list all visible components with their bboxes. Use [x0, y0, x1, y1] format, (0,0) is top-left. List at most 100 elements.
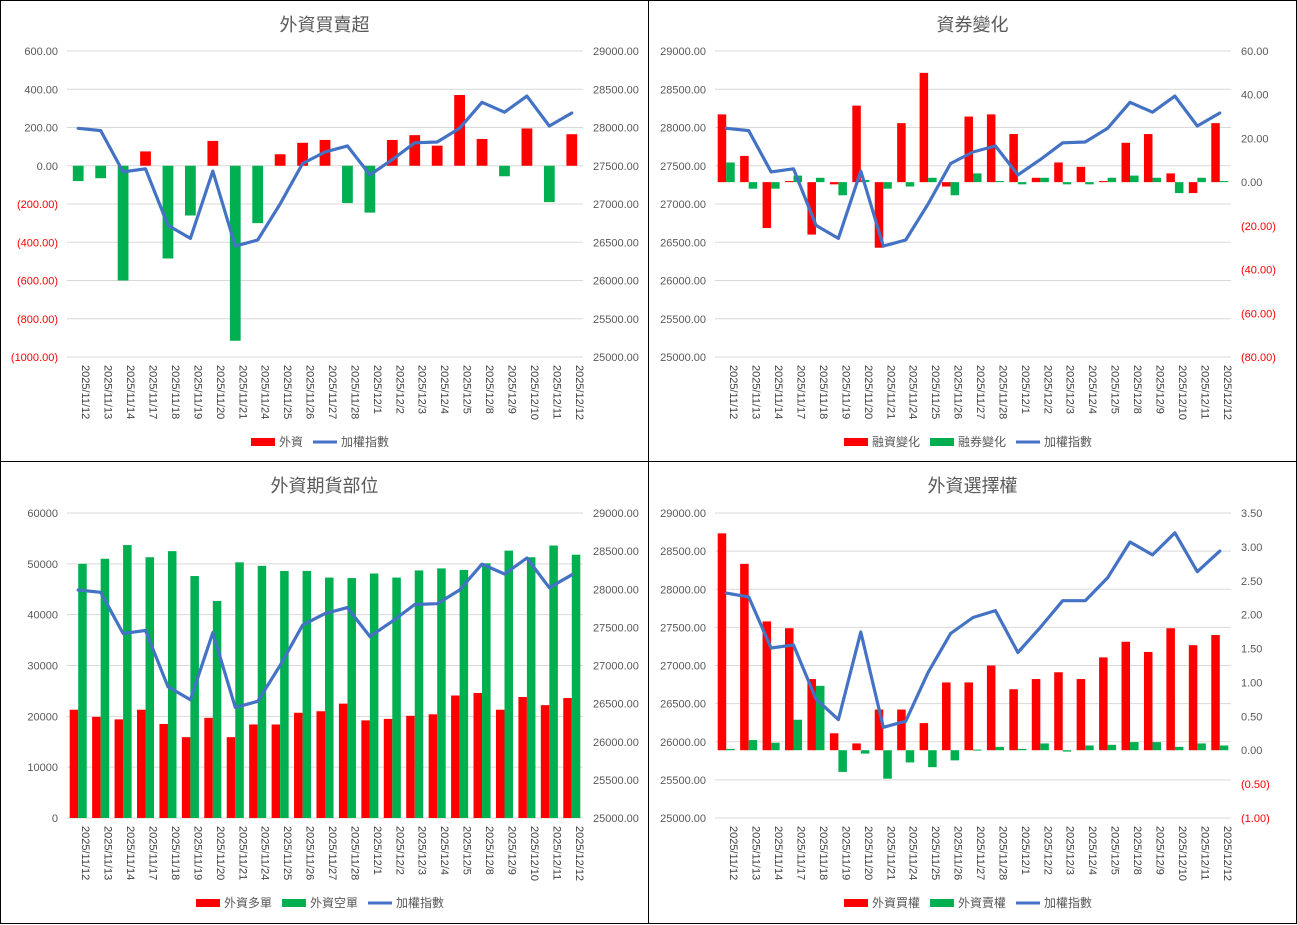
- bar-外資: [252, 165, 264, 224]
- category-label: 2025/12/9: [505, 365, 517, 414]
- category-label: 2025/11/20: [214, 365, 226, 419]
- chart-panel-foreign-futures: 外資期貨部位 0 10000 20000 30000 40000 50000 60000 25…: [0, 461, 649, 924]
- category-label: 2025/12/8: [483, 365, 495, 414]
- chart-panel-margin-short: 資券變化 25000.00 25500.00 26000.00 26500.00 270…: [648, 0, 1297, 462]
- bar-融資變化: [807, 182, 816, 235]
- category-label: 2025/11/21: [236, 365, 248, 419]
- bar-外資多單: [226, 737, 236, 818]
- left-axis-tick-label: 600.00: [24, 46, 58, 58]
- bar-外資買權: [829, 733, 839, 751]
- legend-label: 加權指數: [341, 434, 389, 449]
- category-label: 2025/12/1: [371, 365, 383, 414]
- bar-外資空單: [347, 578, 356, 818]
- category-label: 2025/11/28: [996, 365, 1008, 419]
- bar-外資空單: [212, 600, 222, 818]
- bar-外資空單: [459, 569, 469, 818]
- bar-外資賣權: [748, 740, 758, 751]
- left-axis-tick-label: 30000: [27, 661, 58, 673]
- bar-外資: [95, 165, 107, 179]
- legend-swatch-bar: [282, 899, 306, 907]
- right-axis-tick-label: (0.50): [1241, 779, 1270, 791]
- right-axis-tick-label: 26000.00: [593, 276, 639, 288]
- bar-融券變化: [726, 162, 735, 183]
- left-axis-tick-label: 0: [52, 813, 58, 825]
- bar-融資變化: [919, 72, 929, 183]
- category-label: 2025/12/2: [1041, 826, 1053, 875]
- category-label: 2025/12/4: [438, 365, 450, 414]
- right-axis-tick-label: 25000.00: [593, 813, 639, 825]
- category-label: 2025/12/3: [1064, 365, 1076, 414]
- category-label: 2025/12/10: [528, 365, 540, 420]
- left-axis-tick-label: 28000.00: [660, 123, 706, 135]
- bar-外資買權: [1099, 657, 1108, 751]
- right-axis-tick-label: 0.50: [1241, 711, 1262, 723]
- bar-外資多單: [92, 716, 101, 818]
- left-axis-tick-label: 27000.00: [660, 661, 706, 673]
- category-label: 2025/12/9: [1153, 826, 1165, 875]
- bar-外資: [431, 145, 443, 166]
- bar-外資買權: [762, 621, 772, 751]
- bar-融資變化: [1099, 181, 1108, 183]
- chart-panel-foreign-net: 外資買賣超 (1000.00) (800.00) (600.00) (400.00)(…: [0, 0, 649, 462]
- line-加權指數: [724, 94, 1222, 248]
- category-label: 2025/11/17: [795, 826, 807, 880]
- category-label: 2025/11/25: [281, 365, 293, 419]
- legend-swatch-bar: [196, 899, 220, 907]
- category-label: 2025/11/24: [907, 365, 919, 419]
- left-axis-tick-label: 10000: [27, 762, 58, 774]
- bar-外資多單: [159, 723, 168, 818]
- bar-外資賣權: [1017, 748, 1027, 751]
- bar-融券變化: [1062, 182, 1072, 185]
- bar-外資賣權: [950, 750, 960, 761]
- bar-外資賣權: [1174, 746, 1184, 751]
- left-axis-tick-label: (200.00): [17, 199, 58, 211]
- chart-foreign-options: 25000.00 25500.00 26000.00 26500.00 27000.00…: [660, 508, 1270, 910]
- bar-外資賣權: [771, 742, 780, 751]
- bar-外資買權: [1031, 679, 1041, 751]
- category-label: 2025/12/5: [461, 365, 473, 414]
- category-label: 2025/11/19: [191, 826, 203, 880]
- bar-外資多單: [114, 719, 124, 818]
- right-axis-tick-label: 27500.00: [593, 161, 639, 173]
- bar-外資賣權: [1219, 745, 1229, 751]
- category-label: 2025/11/28: [348, 826, 360, 880]
- category-label: 2025/12/5: [1109, 365, 1121, 414]
- category-label: 2025/12/5: [1109, 826, 1121, 875]
- left-axis-tick-label: (1000.00): [11, 352, 58, 364]
- bar-融資變化: [784, 181, 794, 183]
- bar-外資空單: [369, 573, 379, 818]
- right-axis-tick-label: 0.00: [1241, 177, 1262, 189]
- bar-外資: [162, 165, 174, 259]
- bar-外資多單: [69, 709, 79, 818]
- category-label: 2025/12/2: [393, 365, 405, 414]
- bar-外資: [543, 165, 555, 203]
- bar-融資變化: [762, 182, 772, 229]
- category-label: 2025/11/14: [772, 826, 784, 880]
- chart-title: 資券變化: [936, 15, 1009, 35]
- bar-外資: [342, 165, 353, 204]
- category-label: 2025/11/21: [884, 365, 896, 419]
- bar-外資買權: [807, 679, 816, 751]
- right-axis-tick-label: 29000.00: [593, 508, 639, 520]
- right-axis-tick-label: 26500.00: [593, 237, 639, 249]
- bar-外資空單: [78, 563, 87, 818]
- left-axis-tick-label: 28500.00: [660, 546, 706, 558]
- category-label: 2025/11/18: [817, 826, 829, 880]
- bar-外資: [72, 165, 84, 182]
- bar-外資買權: [897, 709, 906, 751]
- left-axis-tick-label: 50000: [27, 559, 58, 571]
- legend-label: 加權指數: [396, 895, 444, 910]
- bar-融券變化: [1085, 182, 1094, 185]
- bar-外資: [499, 165, 510, 177]
- category-label: 2025/12/2: [393, 826, 405, 875]
- bar-融券變化: [1107, 177, 1117, 183]
- left-axis-tick-label: 40000: [27, 610, 58, 622]
- right-axis-tick-label: 3.50: [1241, 508, 1262, 520]
- bar-外資賣權: [973, 749, 982, 751]
- right-axis-tick-label: 26000.00: [593, 737, 639, 749]
- right-axis-tick-label: 26500.00: [593, 699, 639, 711]
- category-label: 2025/11/21: [236, 826, 248, 880]
- bar-外資: [364, 165, 376, 213]
- legend-swatch-bar: [930, 899, 954, 907]
- bar-外資: [229, 165, 241, 341]
